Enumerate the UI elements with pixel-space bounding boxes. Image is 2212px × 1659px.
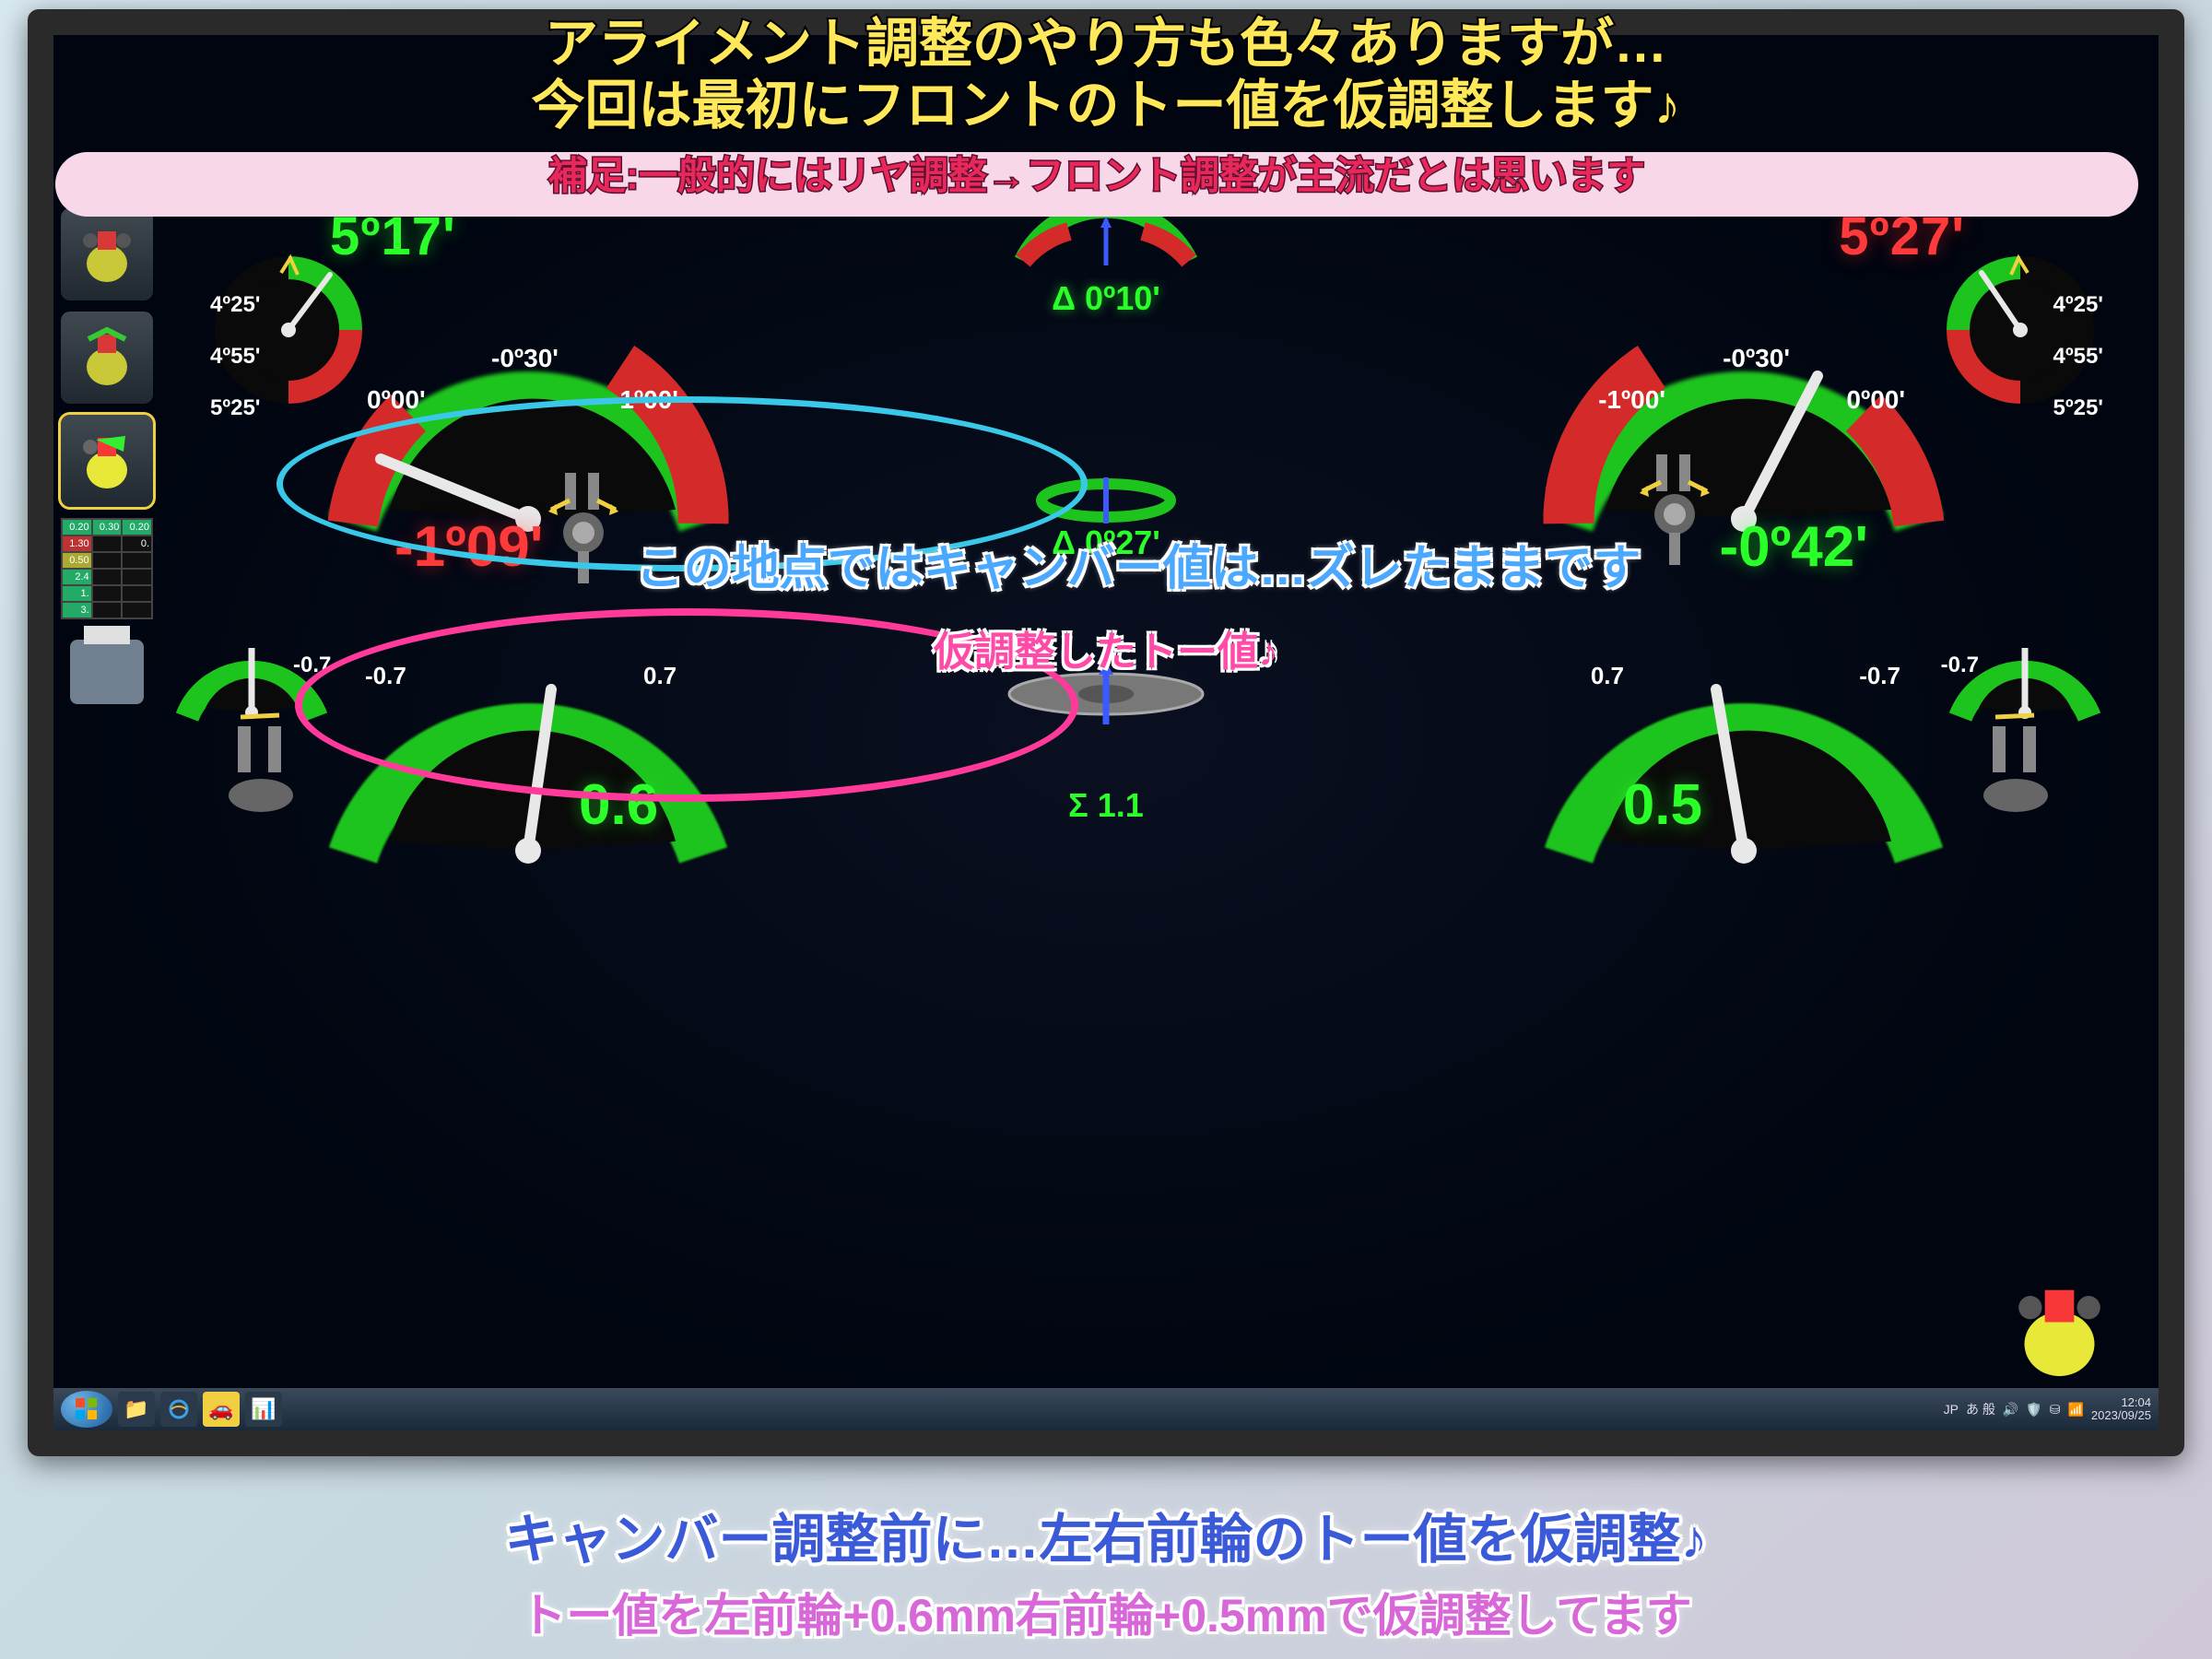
explorer-taskbar-icon[interactable]: 📁: [118, 1392, 155, 1427]
delta-gauge-icon: [1005, 215, 1207, 270]
car-icon: [79, 325, 135, 390]
ie-taskbar-icon[interactable]: [160, 1392, 197, 1427]
caster-delta-value: Δ 0º10': [1005, 279, 1207, 318]
toe-sum-value: Σ 1.1: [1068, 786, 1144, 825]
camber-right-tick-0: -1º00': [1598, 385, 1665, 415]
car-icon: [79, 222, 135, 287]
camber-right-tick-1: -0º30': [1723, 344, 1790, 373]
camber-left-tick-0: 0º00': [367, 385, 426, 415]
toe-right-tick-1: -0.7: [1859, 662, 1900, 690]
tray-icon[interactable]: ⛁: [2050, 1402, 2061, 1418]
sidebar-view-2-button[interactable]: [61, 312, 153, 404]
toe-right-tick-0: 0.7: [1591, 662, 1624, 690]
annotation-toe: 仮調整したトー値♪: [934, 629, 1278, 677]
sidebar-view-3-button[interactable]: [61, 415, 153, 507]
system-tray[interactable]: JP あ 般 🔊 🛡️ ⛁ 📶 12:04 2023/09/25: [1944, 1396, 2151, 1422]
print-button[interactable]: [70, 640, 144, 704]
caster-right-ticks: 4º25' 4º55' 5º25': [2053, 279, 2103, 434]
annotation-camber: この地点ではキャンバー値は…ズレたままです: [120, 542, 2157, 597]
camber-left-tick-1: -0º30': [491, 344, 559, 373]
start-button[interactable]: [61, 1391, 112, 1428]
toe-right-outer-tick: -0.7: [1941, 653, 1979, 678]
camber-right-tick-2: 0º00': [1846, 385, 1905, 415]
tray-icon[interactable]: 🔊: [2003, 1402, 2018, 1418]
lang-indicator[interactable]: JP: [1944, 1402, 1959, 1417]
car-bottom-icon: [2016, 1278, 2103, 1366]
toe-suspension-right-icon: [1970, 699, 2062, 828]
alignment-app-taskbar-icon[interactable]: 🚗: [203, 1392, 240, 1427]
tray-icon[interactable]: 🛡️: [2026, 1402, 2041, 1418]
annotation-bottom2: トー値を左前輪+0.6mm右前輪+0.5mmで仮調整してます: [18, 1590, 2194, 1643]
tray-icon[interactable]: 📶: [2067, 1402, 2083, 1418]
caster-left-ticks: 4º25' 4º55' 5º25': [210, 279, 261, 434]
ime-indicator[interactable]: あ 般: [1966, 1400, 1995, 1418]
camber-right-gauge: [1541, 302, 1947, 542]
toe-right-value: 0.5: [1623, 772, 1702, 838]
clock[interactable]: 12:04 2023/09/25: [2091, 1396, 2151, 1422]
sidebar-view-1-button[interactable]: [61, 208, 153, 300]
left-sidebar: 0.200.300.20 1.300. 0.50 2.4 1. 3.: [53, 201, 164, 1384]
app-taskbar-icon[interactable]: 📊: [245, 1392, 282, 1427]
toe-suspension-left-icon: [215, 699, 307, 828]
car-icon: [79, 429, 135, 493]
annotation-top2: 補足:一般的にはリヤ調整→フロント調整が主流だとは思います: [55, 154, 2138, 198]
caster-delta: Δ 0º10': [1005, 215, 1207, 318]
annotation-top1: アライメント調整のやり方も色々ありますが… 今回は最初にフロントのトー値を仮調整…: [28, 14, 2184, 136]
windows-taskbar[interactable]: 📁 🚗 📊 JP あ 般 🔊 🛡️ ⛁ 📶 12:04 2023/09/25: [53, 1388, 2159, 1430]
annotation-bottom1: キャンバー調整前に…左右前輪のトー値を仮調整♪: [28, 1510, 2184, 1571]
